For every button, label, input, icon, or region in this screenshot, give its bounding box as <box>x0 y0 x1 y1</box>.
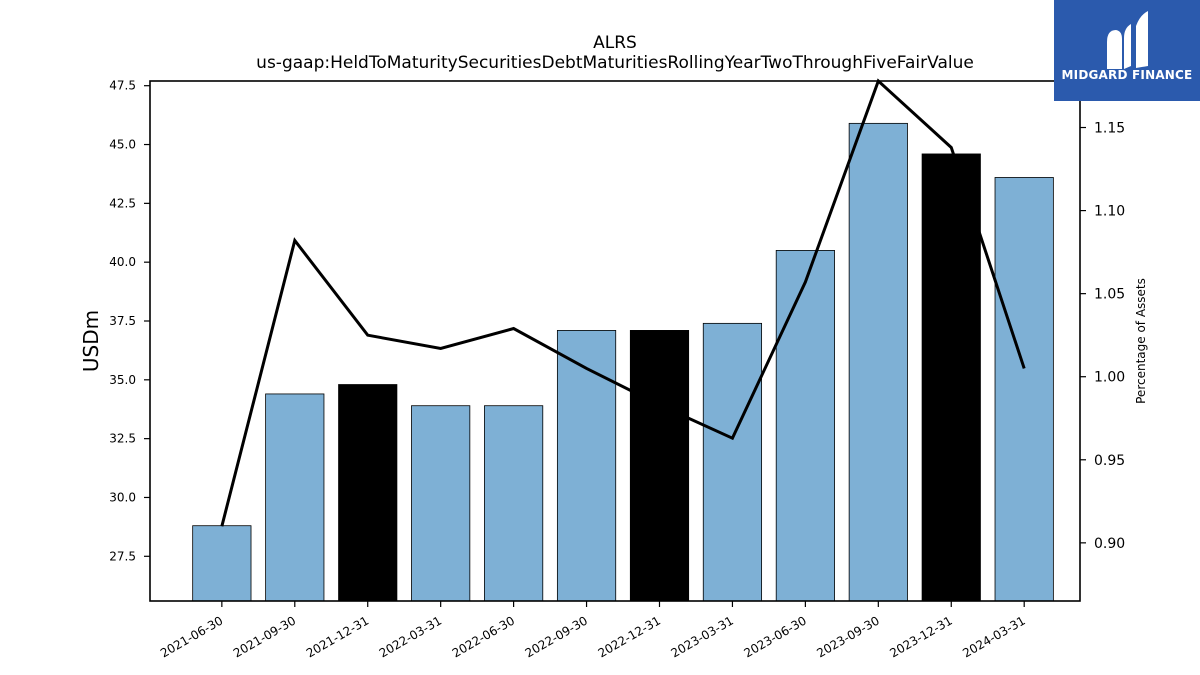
x-tick-label: 2023-06-30 <box>741 613 808 660</box>
y-tick-label: 27.5 <box>109 549 136 563</box>
bar-2023-06-30 <box>775 250 835 602</box>
x-tick-label: 2024-03-31 <box>960 613 1027 660</box>
y-tick-label: 42.5 <box>109 196 136 210</box>
bar-2024-03-31 <box>994 177 1054 602</box>
y2-tick-label: 1.00 <box>1094 370 1125 386</box>
x-tick-label: 2021-12-31 <box>304 613 371 660</box>
midgard-finance-logo: MIDGARD FINANCE <box>1054 0 1200 101</box>
x-tick-label: 2022-09-30 <box>523 613 590 660</box>
chart-title: ALRS <box>593 33 637 53</box>
y-tick-label: 35.0 <box>109 373 136 387</box>
y2-axis: 0.90 0.95 1.00 1.05 1.10 1.15 <box>1080 121 1125 552</box>
bar-2023-09-30 <box>848 122 908 602</box>
y2-tick-label: 0.90 <box>1094 536 1125 552</box>
x-tick-label: 2023-09-30 <box>814 613 881 660</box>
bar-2023-03-31 <box>702 322 763 602</box>
x-axis: 2021-06-30 2021-09-30 2021-12-31 2022-03-31… <box>158 601 1028 660</box>
bar-2021-06-30 <box>192 525 252 602</box>
bar-2022-06-30 <box>484 405 544 602</box>
y-axis: 27.5 30.0 32.5 35.0 37.5 40.0 42.5 45.0 47.5 <box>109 79 150 563</box>
bars-group <box>192 122 1054 602</box>
bar-2022-12-31 <box>629 330 690 602</box>
y-axis-label: USDm <box>79 310 103 372</box>
y-tick-label: 45.0 <box>109 138 136 152</box>
x-tick-label: 2022-06-30 <box>450 613 517 660</box>
y2-tick-label: 1.15 <box>1094 121 1125 137</box>
y2-tick-label: 1.10 <box>1094 204 1125 220</box>
line-group <box>220 78 1026 527</box>
y-tick-label: 32.5 <box>109 432 136 446</box>
y2-tick-label: 0.95 <box>1094 453 1125 469</box>
x-tick-label: 2023-12-31 <box>887 613 954 660</box>
y2-axis-label: Percentage of Assets <box>1134 278 1148 404</box>
x-tick-label: 2021-09-30 <box>231 613 298 660</box>
bar-2022-03-31 <box>411 405 471 602</box>
bar-2023-12-31 <box>921 153 981 602</box>
x-tick-label: 2022-03-31 <box>377 613 444 660</box>
logo-text: MIDGARD FINANCE <box>1061 68 1193 82</box>
y-tick-label: 37.5 <box>109 314 136 328</box>
midgard-m-logo-icon <box>1107 11 1148 69</box>
y-tick-label: 30.0 <box>109 490 136 504</box>
y2-tick-label: 1.05 <box>1094 287 1125 303</box>
plot-frame <box>149 80 1081 602</box>
bar-2021-12-31 <box>338 384 398 602</box>
bar-2022-09-30 <box>556 330 617 602</box>
bar-2021-09-30 <box>265 393 325 602</box>
x-tick-label: 2022-12-31 <box>596 613 663 660</box>
percentage-line <box>220 78 1026 527</box>
y-tick-label: 47.5 <box>109 79 136 93</box>
x-tick-label: 2021-06-30 <box>158 613 225 660</box>
chart-subtitle: us-gaap:HeldToMaturitySecuritiesDebtMatu… <box>256 53 974 73</box>
x-tick-label: 2023-03-31 <box>669 613 736 660</box>
y-tick-label: 40.0 <box>109 255 136 269</box>
